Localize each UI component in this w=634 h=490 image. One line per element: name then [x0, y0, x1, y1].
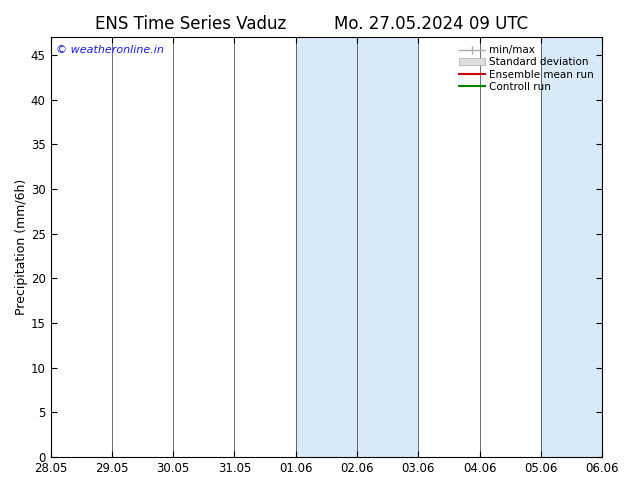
- Text: ENS Time Series Vaduz: ENS Time Series Vaduz: [94, 15, 286, 33]
- Bar: [295, 37, 357, 457]
- Legend: min/max, Standard deviation, Ensemble mean run, Controll run: min/max, Standard deviation, Ensemble me…: [456, 42, 597, 95]
- Y-axis label: Precipitation (mm/6h): Precipitation (mm/6h): [15, 179, 28, 315]
- Bar: [541, 37, 602, 457]
- Bar: [357, 37, 418, 457]
- Text: Mo. 27.05.2024 09 UTC: Mo. 27.05.2024 09 UTC: [334, 15, 528, 33]
- Text: © weatheronline.in: © weatheronline.in: [56, 46, 164, 55]
